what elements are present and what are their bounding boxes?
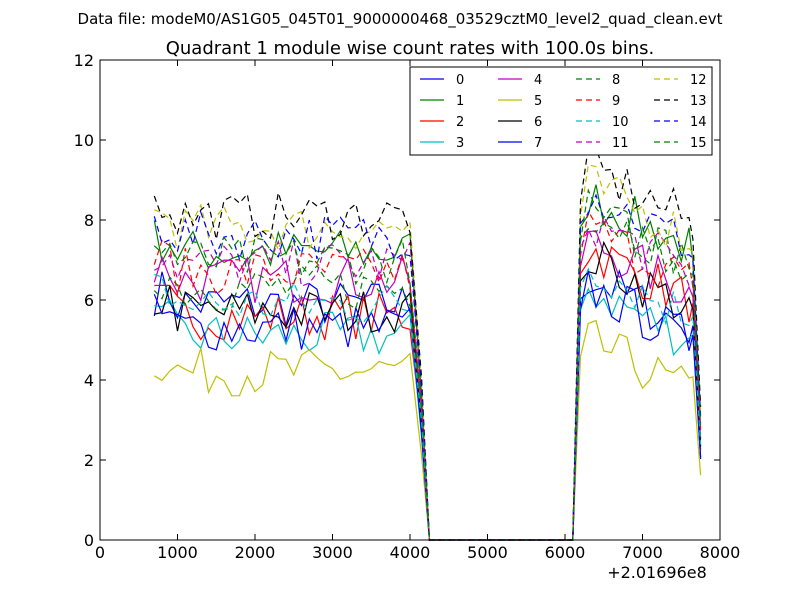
series-line-4: [153, 230, 702, 541]
series-line-1: [153, 184, 702, 541]
y-tick-label: 6: [84, 291, 94, 310]
legend-label-3: 3: [456, 136, 464, 151]
series-line-13: [153, 146, 702, 541]
legend-label-0: 0: [456, 73, 464, 88]
legend-label-1: 1: [456, 94, 464, 109]
series-line-3: [154, 287, 702, 541]
legend-label-14: 14: [690, 115, 707, 130]
chart-title: Quadrant 1 module wise count rates with …: [166, 38, 655, 59]
legend-label-5: 5: [534, 94, 542, 109]
series-line-5: [153, 319, 702, 541]
series-line-9: [153, 209, 702, 541]
legend-label-8: 8: [612, 73, 620, 88]
legend-label-15: 15: [690, 136, 707, 151]
legend-label-2: 2: [456, 115, 464, 130]
x-tick-label: 8000: [700, 543, 741, 562]
x-tick-label: 4000: [390, 543, 431, 562]
x-tick-label: 6000: [545, 543, 586, 562]
legend-frame: [409, 66, 713, 156]
x-tick-label: 5000: [467, 543, 508, 562]
x-tick-label: 1000: [157, 543, 198, 562]
legend-label-7: 7: [534, 136, 542, 151]
y-tick-label: 4: [84, 371, 94, 390]
axes-layer: 0 1000 2000 3000 4000 5000 6000 7000 80000246810…: [74, 51, 741, 562]
y-tick-label: 8: [84, 211, 94, 230]
series-line-6: [154, 240, 702, 541]
x-tick-label: 3000: [312, 543, 353, 562]
series-line-0: [153, 269, 702, 541]
legend-label-9: 9: [612, 94, 620, 109]
series-line-10: [154, 267, 702, 541]
series-line-12: [154, 164, 702, 541]
y-tick-label: 10: [74, 131, 94, 150]
legend-label-11: 11: [612, 136, 629, 151]
series-line-15: [153, 188, 702, 541]
y-tick-label: 0: [84, 531, 94, 550]
y-tick-label: 2: [84, 451, 94, 470]
series-line-8: [153, 219, 702, 541]
legend-label-4: 4: [534, 73, 542, 88]
series-line-14: [153, 193, 702, 541]
series-layer: [153, 146, 702, 541]
legend-label-12: 12: [690, 73, 707, 88]
y-tick-label: 12: [74, 51, 94, 70]
legend-label-13: 13: [690, 94, 707, 109]
legend-label-10: 10: [612, 115, 629, 130]
x-tick-label: 2000: [235, 543, 276, 562]
x-offset-label: +2.01696e8: [607, 563, 707, 582]
x-tick-label: 7000: [622, 543, 663, 562]
chart-suptitle: Data file: modeM0/AS1G05_045T01_90000004…: [78, 10, 723, 29]
series-line-11: [154, 215, 702, 541]
series-line-7: [153, 270, 702, 541]
x-tick-label: 0: [95, 543, 105, 562]
legend-label-6: 6: [534, 115, 542, 130]
